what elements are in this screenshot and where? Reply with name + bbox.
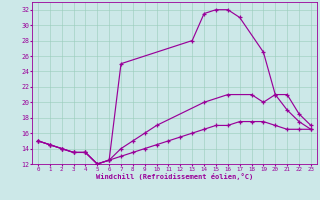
X-axis label: Windchill (Refroidissement éolien,°C): Windchill (Refroidissement éolien,°C) (96, 173, 253, 180)
